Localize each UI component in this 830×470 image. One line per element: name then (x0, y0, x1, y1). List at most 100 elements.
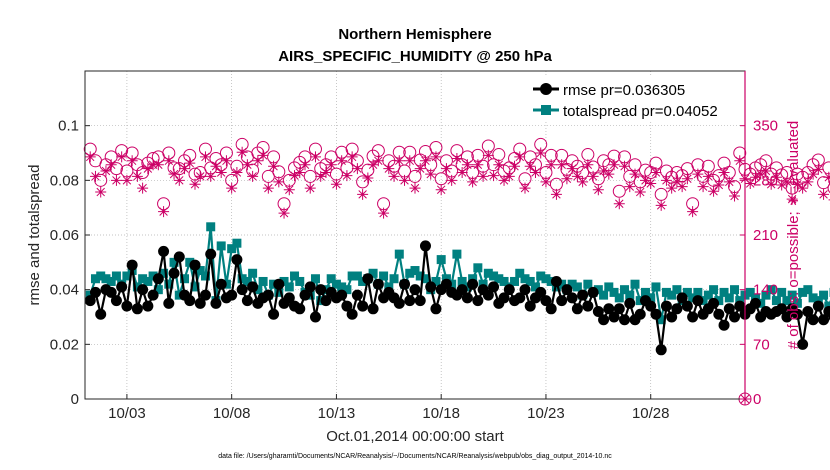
totalspread-point (101, 274, 111, 284)
rmse-point (189, 259, 201, 271)
evaluated-obs-marker (524, 160, 536, 172)
totalspread-point (284, 282, 294, 292)
rmse-point (110, 295, 122, 307)
evaluated-obs-marker (262, 182, 274, 194)
rmse-point (713, 308, 725, 320)
rmse-point (168, 267, 180, 279)
y-left-tick-label: 0.08 (50, 172, 79, 189)
evaluated-obs-marker (173, 174, 185, 186)
totalspread-point (279, 276, 289, 286)
rmse-point (561, 284, 573, 296)
totalspread-point (798, 287, 808, 297)
evaluated-obs-marker (189, 178, 201, 190)
totalspread-point (232, 238, 242, 248)
evaluated-obs-marker (440, 163, 452, 175)
evaluated-obs-marker (199, 151, 211, 163)
x-axis-label: Oct.01,2014 00:00:00 start (326, 428, 504, 445)
evaluated-obs-marker (619, 160, 631, 172)
rmse-point (273, 278, 285, 290)
evaluated-obs-marker (671, 176, 683, 188)
evaluated-obs-marker (503, 170, 515, 182)
rmse-point (535, 286, 547, 298)
totalspread-point (337, 282, 347, 292)
totalspread-point (415, 271, 425, 281)
totalspread-point (122, 271, 132, 281)
rmse-point (226, 289, 238, 301)
rmse-point (283, 292, 295, 304)
totalspread-point (216, 241, 226, 251)
evaluated-obs-marker (268, 160, 280, 172)
totalspread-point (808, 293, 818, 303)
totalspread-point (138, 274, 148, 284)
totalspread-point (567, 279, 577, 289)
evaluated-obs-marker (100, 165, 112, 177)
totalspread-point (714, 296, 724, 306)
evaluated-obs-marker (336, 155, 348, 167)
evaluated-obs-marker (110, 174, 122, 186)
totalspread-point (195, 266, 205, 276)
totalspread-point (824, 301, 830, 311)
y-right-tick-label: 140 (753, 282, 778, 299)
rmse-point (687, 311, 699, 323)
rmse-point (215, 278, 227, 290)
legend-box (528, 76, 742, 122)
rmse-point (210, 297, 222, 309)
totalspread-point (331, 279, 341, 289)
totalspread-point (483, 268, 493, 278)
totalspread-point (258, 276, 268, 286)
totalspread-point (745, 287, 755, 297)
y-right-tick-label: 210 (753, 227, 778, 244)
rmse-point (89, 286, 101, 298)
evaluated-obs-marker (645, 177, 657, 189)
totalspread-point (153, 285, 163, 295)
evaluated-obs-marker (702, 170, 714, 182)
evaluated-obs-marker (320, 167, 332, 179)
rmse-point (247, 281, 259, 293)
evaluated-obs-marker (131, 170, 143, 182)
rmse-point (613, 303, 625, 315)
totalspread-point (347, 271, 357, 281)
evaluated-obs-marker (121, 174, 133, 186)
rmse-point (666, 311, 678, 323)
evaluated-obs-marker (692, 168, 704, 180)
totalspread-point (436, 255, 446, 265)
evaluated-obs-marker (461, 159, 473, 171)
evaluated-obs-marker (666, 182, 678, 194)
evaluated-obs-marker (304, 182, 316, 194)
totalspread-point (462, 282, 472, 292)
evaluated-obs-marker (561, 173, 573, 185)
rmse-point (556, 295, 568, 307)
evaluated-obs-marker (718, 167, 730, 179)
evaluated-obs-marker (378, 207, 390, 219)
evaluated-obs-marker (592, 184, 604, 196)
legend: rmse pr=0.036305 totalspread pr=0.04052 (528, 76, 742, 122)
evaluated-obs-marker (650, 167, 662, 179)
rmse-point (472, 295, 484, 307)
evaluated-obs-marker (723, 176, 735, 188)
x-tick-label: 10/23 (527, 405, 565, 422)
evaluated-obs-marker (770, 171, 782, 183)
totalspread-point (703, 290, 713, 300)
totalspread-point (227, 244, 237, 254)
totalspread-point (457, 276, 467, 286)
evaluated-obs-marker (163, 155, 175, 167)
evaluated-obs-marker (215, 167, 227, 179)
evaluated-obs-marker (367, 159, 379, 171)
evaluated-obs-marker (419, 155, 431, 167)
rmse-point (294, 303, 306, 315)
evaluated-obs-marker (309, 151, 321, 163)
evaluated-obs-marker (550, 188, 562, 200)
evaluated-obs-marker (430, 151, 442, 163)
rmse-point (776, 303, 788, 315)
evaluated-obs-marker (749, 171, 761, 183)
evaluated-obs-marker (330, 178, 342, 190)
evaluated-obs-marker (577, 176, 589, 188)
totalspread-point (389, 274, 399, 284)
evaluated-obs-marker (514, 151, 526, 163)
totalspread-point (143, 276, 153, 286)
totalspread-point (724, 293, 734, 303)
totalspread-point (730, 285, 740, 295)
x-tick-label: 10/28 (632, 405, 670, 422)
evaluated-obs-marker (95, 186, 107, 198)
evaluated-obs-marker (168, 168, 180, 180)
